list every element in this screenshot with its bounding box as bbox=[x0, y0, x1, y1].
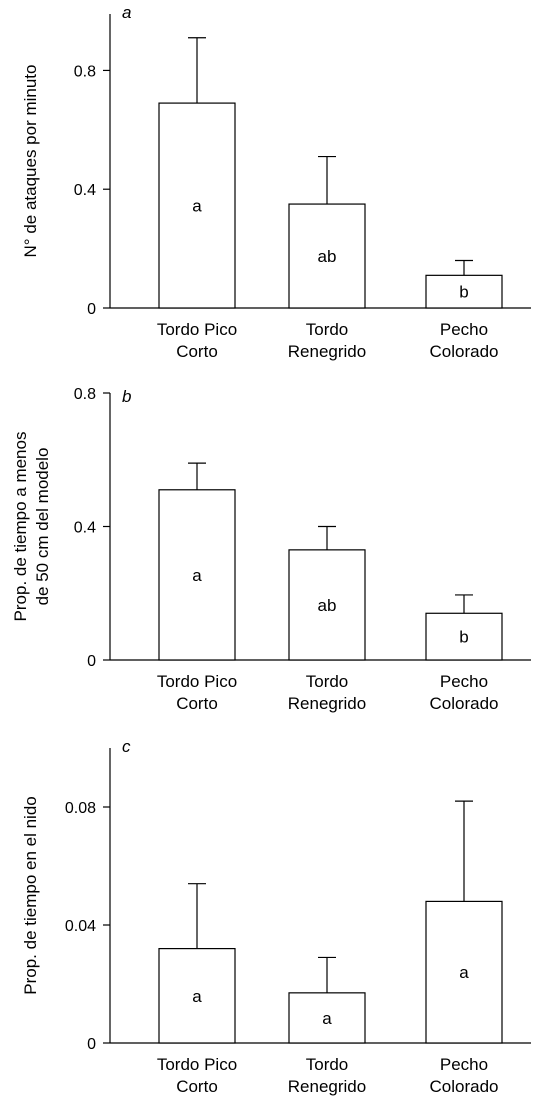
x-tick-label: Renegrido bbox=[288, 342, 366, 361]
significance-label: ab bbox=[318, 596, 337, 615]
chart-panel-a: 0 0.4 0.8 a Tordo Pico Corto ab Tordo Renegrido b… bbox=[21, 3, 531, 361]
significance-label: ab bbox=[318, 247, 337, 266]
y-axis-label: N° de ataques por minuto bbox=[21, 65, 40, 258]
significance-label: a bbox=[192, 197, 202, 216]
x-tick-label: Pecho bbox=[440, 320, 488, 339]
x-tick-label: Renegrido bbox=[288, 694, 366, 713]
bar bbox=[425, 900, 503, 1044]
bar bbox=[425, 612, 503, 661]
x-tick-label: Pecho bbox=[440, 1055, 488, 1074]
y-tick-label: 0.8 bbox=[74, 63, 96, 80]
y-tick-label: 0.4 bbox=[74, 182, 96, 199]
x-tick-label: Tordo bbox=[306, 672, 349, 691]
x-tick-label: Tordo Pico bbox=[157, 320, 237, 339]
x-tick-label: Corto bbox=[176, 1077, 218, 1096]
panel-label: a bbox=[122, 3, 131, 22]
bar bbox=[288, 549, 366, 661]
bar bbox=[158, 102, 236, 309]
x-tick-label: Renegrido bbox=[288, 1077, 366, 1096]
y-axis-label: de 50 cm del modelo bbox=[33, 448, 52, 606]
significance-label: a bbox=[459, 963, 469, 982]
bar bbox=[158, 489, 236, 661]
chart-panel-c: 0 0.04 0.08 a Tordo Pico Corto a Tordo Renegrido… bbox=[21, 737, 531, 1096]
x-tick-label: Tordo Pico bbox=[157, 1055, 237, 1074]
significance-label: b bbox=[459, 628, 468, 647]
significance-label: a bbox=[192, 566, 202, 585]
x-tick-label: Colorado bbox=[430, 1077, 499, 1096]
bar bbox=[158, 947, 236, 1044]
bar bbox=[288, 203, 366, 309]
x-tick-label: Tordo Pico bbox=[157, 672, 237, 691]
x-tick-label: Tordo bbox=[306, 320, 349, 339]
y-tick-label: 0.04 bbox=[65, 918, 96, 935]
y-tick-label: 0.08 bbox=[65, 800, 96, 817]
y-tick-label: 0 bbox=[87, 653, 96, 670]
y-tick-label: 0 bbox=[87, 301, 96, 318]
y-tick-label: 0.8 bbox=[74, 386, 96, 403]
y-axis-label: Prop. de tiempo en el nido bbox=[21, 796, 40, 994]
panel-label: c bbox=[122, 737, 131, 756]
x-tick-label: Corto bbox=[176, 342, 218, 361]
x-tick-label: Tordo bbox=[306, 1055, 349, 1074]
x-tick-label: Colorado bbox=[430, 342, 499, 361]
chart-panel-b: 0 0.4 0.8 a Tordo Pico Corto ab Tordo Renegrido b… bbox=[11, 386, 531, 713]
y-axis-label: Prop. de tiempo a menos bbox=[11, 432, 30, 622]
significance-label: b bbox=[459, 283, 468, 302]
x-tick-label: Corto bbox=[176, 694, 218, 713]
significance-label: a bbox=[322, 1009, 332, 1028]
x-tick-label: Pecho bbox=[440, 672, 488, 691]
significance-label: a bbox=[192, 987, 202, 1006]
y-tick-label: 0.4 bbox=[74, 520, 96, 537]
x-tick-label: Colorado bbox=[430, 694, 499, 713]
panel-label: b bbox=[122, 387, 131, 406]
y-tick-label: 0 bbox=[87, 1036, 96, 1053]
